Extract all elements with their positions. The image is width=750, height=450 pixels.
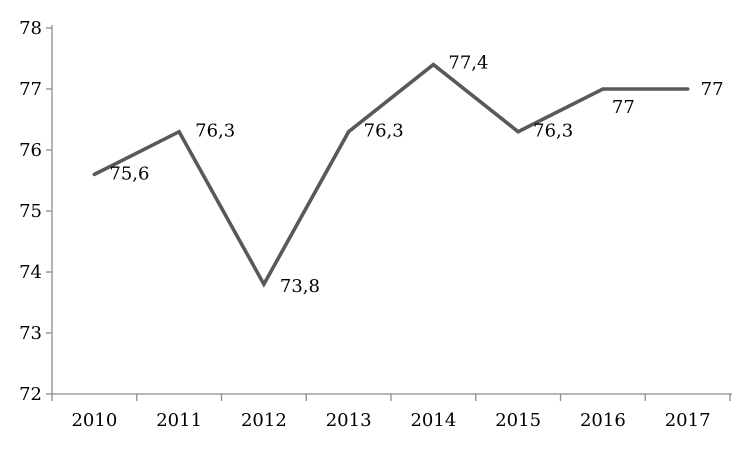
series-line-group [92,62,690,288]
x-tick-label: 2012 [241,410,287,431]
x-tick-label: 2013 [326,410,372,431]
data-label: 76,3 [533,121,573,142]
x-tick-label: 2010 [71,410,117,431]
series-polyline [92,62,690,288]
x-tick-label: 2011 [156,410,202,431]
data-label: 76,3 [195,121,235,142]
x-axis: 2010 2011 2012 2013 2014 2015 2016 2017 [51,393,732,431]
y-axis: 72 73 74 75 76 77 78 [19,18,53,405]
y-tick-label: 72 [19,384,42,405]
x-tick-label: 2016 [580,410,626,431]
x-tick-label: 2014 [410,410,456,431]
y-tick-label: 78 [19,18,42,39]
y-tick-label: 77 [19,79,42,100]
y-tick-label: 76 [19,140,42,161]
y-tick-label: 75 [19,201,42,222]
x-tick-label: 2015 [495,410,541,431]
y-tick-label: 73 [19,323,42,344]
data-label: 73,8 [280,276,320,297]
data-label: 75,6 [109,163,149,184]
data-label: 77 [701,79,724,100]
data-label: 77 [612,97,635,118]
data-label: 77,4 [448,53,488,74]
data-label: 76,3 [364,121,404,142]
x-tick-label: 2017 [665,410,711,431]
data-labels-group: 75,6 76,3 73,8 76,3 77,4 76,3 77 77 [109,53,723,298]
y-tick-label: 74 [19,262,42,283]
